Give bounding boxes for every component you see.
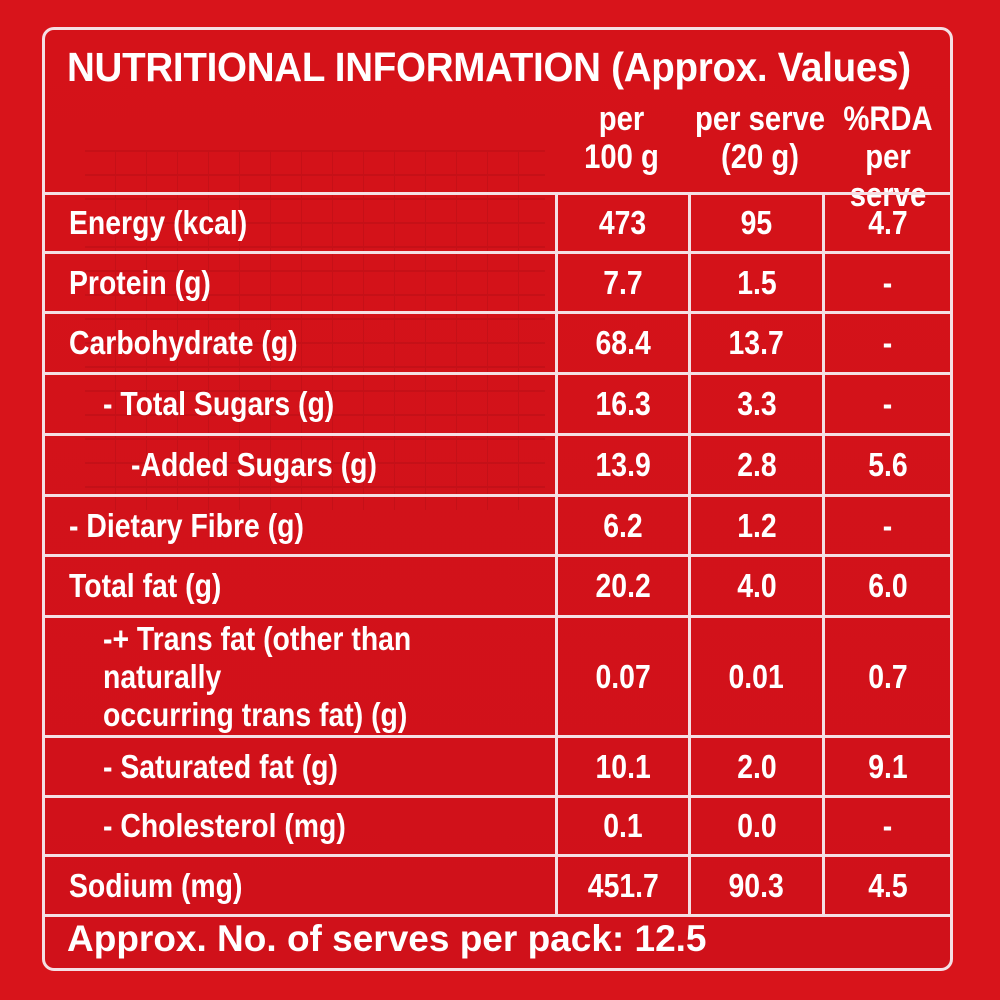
panel-title: NUTRITIONAL INFORMATION (Approx. Values)	[67, 44, 911, 90]
cell-per-serve: 90.3	[688, 857, 822, 914]
cell-per-serve: 95	[688, 195, 822, 251]
table-row: - Cholesterol (mg) 0.1 0.0 -	[45, 798, 950, 857]
row-label: Sodium (mg)	[69, 866, 243, 904]
cell-per-serve: 13.7	[688, 314, 822, 372]
cell-rda: 0.7	[822, 618, 950, 735]
cell-rda: -	[822, 254, 950, 311]
cell-per-100g: 0.1	[555, 798, 688, 854]
cell-per-serve: 2.8	[688, 436, 822, 494]
cell-per-serve: 3.3	[688, 375, 822, 433]
table-row: Protein (g) 7.7 1.5 -	[45, 254, 950, 314]
serves-per-pack: Approx. No. of serves per pack: 12.5	[67, 918, 707, 959]
row-label: Energy (kcal)	[69, 204, 248, 241]
table-row: -+ Trans fat (other than naturally occur…	[45, 618, 950, 738]
row-label: - Total Sugars (g)	[103, 385, 335, 422]
cell-per-100g: 20.2	[555, 557, 688, 615]
cell-rda: -	[822, 375, 950, 433]
cell-per-serve: 1.5	[688, 254, 822, 311]
cell-rda: 5.6	[822, 436, 950, 494]
row-label: - Saturated fat (g)	[103, 747, 338, 785]
table-row: Carbohydrate (g) 68.4 13.7 -	[45, 314, 950, 375]
cell-per-100g: 16.3	[555, 375, 688, 433]
cell-rda: -	[822, 497, 950, 554]
table-row: -Added Sugars (g) 13.9 2.8 5.6	[45, 436, 950, 497]
cell-per-serve: 1.2	[688, 497, 822, 554]
table-row: - Total Sugars (g) 16.3 3.3 -	[45, 375, 950, 436]
row-label: Protein (g)	[69, 263, 211, 301]
cell-rda: -	[822, 314, 950, 372]
cell-per-100g: 6.2	[555, 497, 688, 554]
table-row: Total fat (g) 20.2 4.0 6.0	[45, 557, 950, 618]
cell-rda: -	[822, 798, 950, 854]
table-row: - Dietary Fibre (g) 6.2 1.2 -	[45, 497, 950, 557]
cell-per-serve: 0.01	[688, 618, 822, 735]
cell-rda: 4.7	[822, 195, 950, 251]
nutrition-panel: NUTRITIONAL INFORMATION (Approx. Values)…	[42, 27, 953, 971]
row-label: -+ Trans fat (other than naturally occur…	[103, 619, 412, 733]
row-label: -Added Sugars (g)	[131, 446, 377, 483]
table-row: Sodium (mg) 451.7 90.3 4.5	[45, 857, 950, 917]
cell-rda: 4.5	[822, 857, 950, 914]
cell-per-100g: 473	[555, 195, 688, 251]
cell-per-serve: 2.0	[688, 738, 822, 795]
nutrition-table: Energy (kcal) 473 95 4.7 Protein (g) 7.7…	[45, 192, 950, 917]
row-label: Carbohydrate (g)	[69, 324, 298, 361]
cell-per-serve: 0.0	[688, 798, 822, 854]
cell-rda: 9.1	[822, 738, 950, 795]
cell-per-100g: 7.7	[555, 254, 688, 311]
cell-per-serve: 4.0	[688, 557, 822, 615]
row-label: - Dietary Fibre (g)	[69, 506, 304, 544]
cell-per-100g: 68.4	[555, 314, 688, 372]
cell-per-100g: 451.7	[555, 857, 688, 914]
cell-per-100g: 0.07	[555, 618, 688, 735]
column-header-per-serve: per serve (20 g)	[694, 100, 826, 176]
row-label: - Cholesterol (mg)	[103, 807, 346, 844]
row-label: Total fat (g)	[69, 567, 222, 604]
table-row: - Saturated fat (g) 10.1 2.0 9.1	[45, 738, 950, 798]
column-header-per-100g: per 100 g	[584, 100, 659, 176]
column-header-rda: %RDA per serve	[843, 100, 933, 214]
table-row: Energy (kcal) 473 95 4.7	[45, 195, 950, 254]
cell-per-100g: 13.9	[555, 436, 688, 494]
cell-per-100g: 10.1	[555, 738, 688, 795]
cell-rda: 6.0	[822, 557, 950, 615]
